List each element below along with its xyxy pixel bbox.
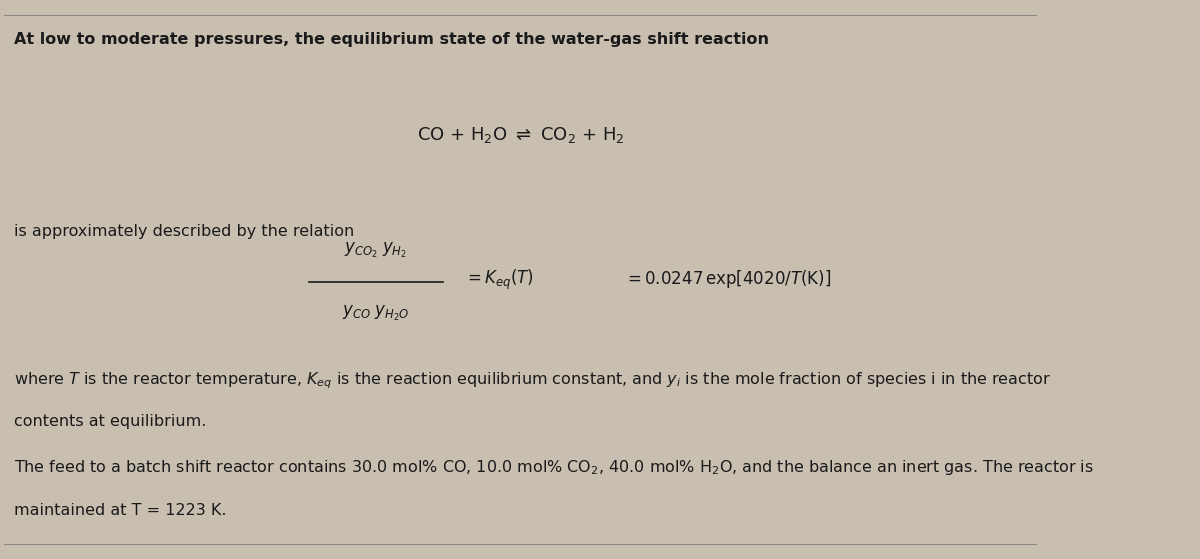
- Text: $= K_{eq}\left(T\right)$: $= K_{eq}\left(T\right)$: [463, 267, 534, 292]
- Text: $y_{CO_2}\; y_{H_2}$: $y_{CO_2}\; y_{H_2}$: [344, 241, 407, 260]
- Text: where $T$ is the reactor temperature, $K_{eq}$ is the reaction equilibrium const: where $T$ is the reactor temperature, $K…: [14, 371, 1051, 391]
- Text: $y_{CO}\; y_{H_2O}$: $y_{CO}\; y_{H_2O}$: [342, 304, 409, 323]
- Text: At low to moderate pressures, the equilibrium state of the water-gas shift react: At low to moderate pressures, the equili…: [14, 32, 769, 47]
- Text: is approximately described by the relation: is approximately described by the relati…: [14, 224, 355, 239]
- Text: $= 0.0247\,\exp\!\left[4020/T\left(\mathrm{K}\right)\right]$: $= 0.0247\,\exp\!\left[4020/T\left(\math…: [624, 268, 832, 291]
- Text: CO + H$_2$O $\rightleftharpoons$ CO$_2$ + H$_2$: CO + H$_2$O $\rightleftharpoons$ CO$_2$ …: [416, 125, 624, 145]
- Text: contents at equilibrium.: contents at equilibrium.: [14, 414, 206, 429]
- Text: maintained at T = 1223 K.: maintained at T = 1223 K.: [14, 503, 227, 518]
- Text: The feed to a batch shift reactor contains 30.0 mol% CO, 10.0 mol% CO$_2$, 40.0 : The feed to a batch shift reactor contai…: [14, 458, 1094, 477]
